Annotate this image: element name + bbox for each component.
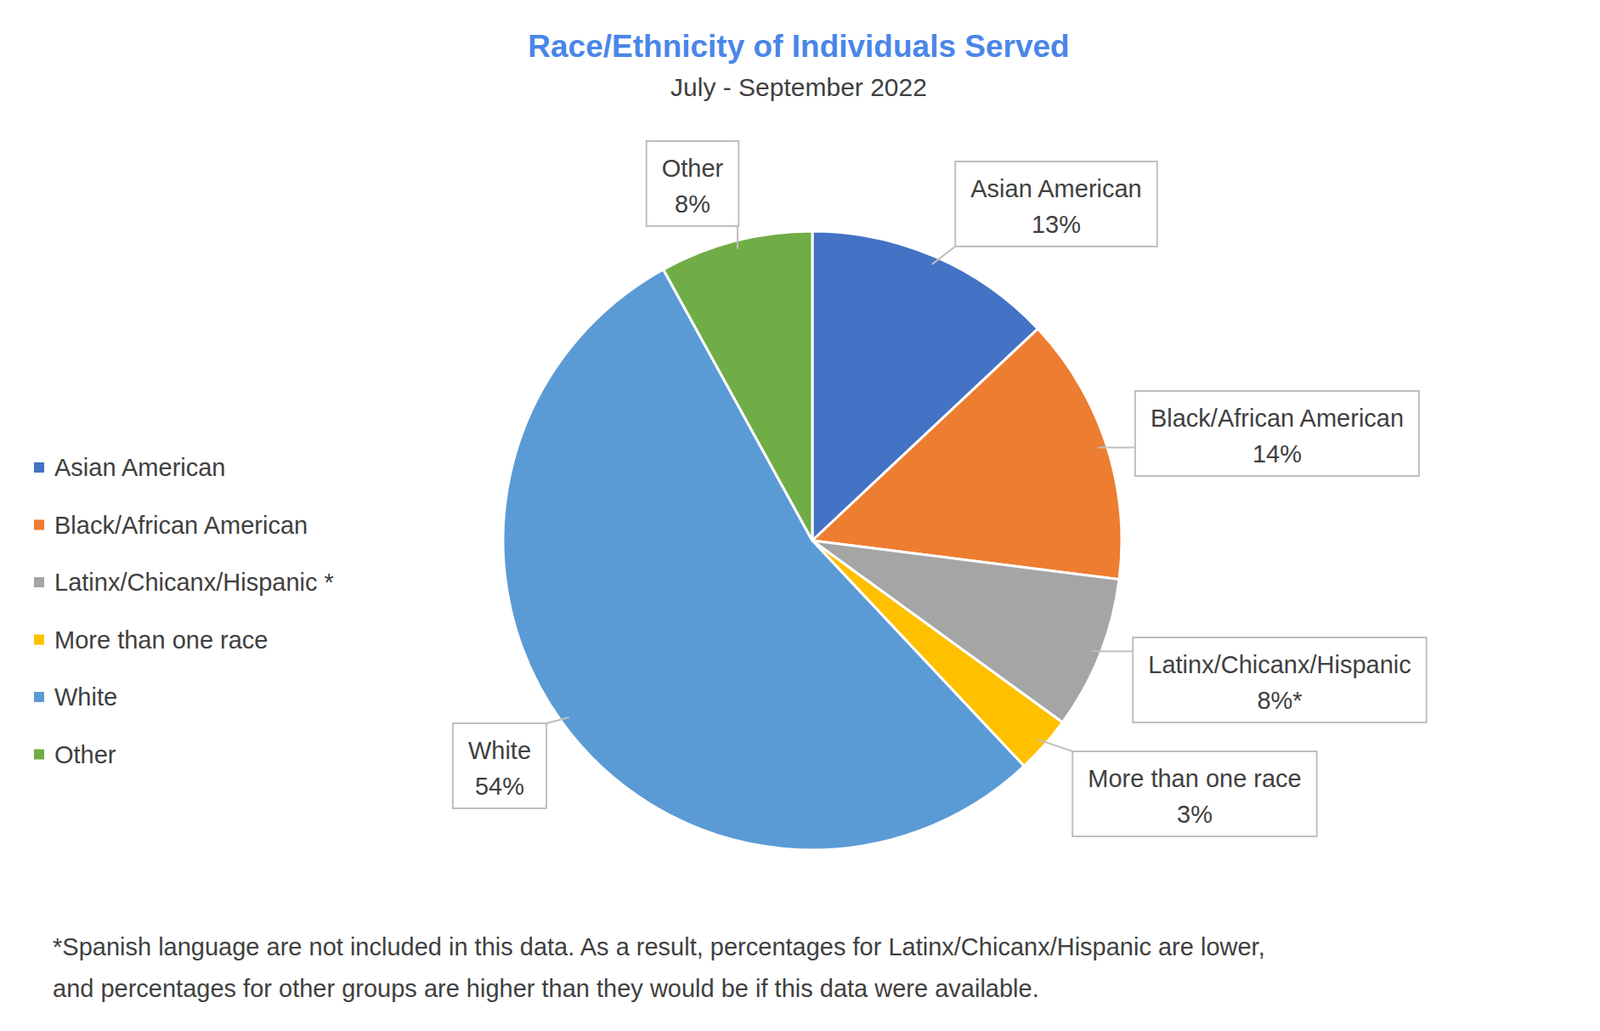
callout: More than one race 3% <box>1038 739 1318 837</box>
leader-line <box>546 717 570 724</box>
callout-box <box>955 161 1158 247</box>
footnote: and percentages for other groups are hig… <box>52 974 1040 1002</box>
data-label: 8%* <box>1256 686 1302 714</box>
legend: Asian American Black/African American Lati… <box>33 453 334 769</box>
callout-box <box>1132 637 1426 723</box>
subtitle: July - September 2022 <box>670 73 928 102</box>
callout-box <box>646 141 740 227</box>
legend-swatch <box>33 691 45 702</box>
pie-slice <box>812 328 1122 580</box>
data-label: 54% <box>474 772 525 800</box>
data-label: 8% <box>674 190 711 218</box>
legend-swatch <box>33 749 45 760</box>
legend-swatch <box>33 576 45 588</box>
chart: Race/Ethnicity of Individuals Served July… <box>0 0 1600 1031</box>
callout: Black/African American 14% <box>1098 390 1420 476</box>
legend-label: Other <box>54 740 117 769</box>
callout-box <box>452 723 547 809</box>
callout-box <box>1135 390 1420 476</box>
title: Race/Ethnicity of Individuals Served <box>527 28 1069 64</box>
data-label-category: Latinx/Chicanx/Hispanic <box>1147 650 1411 679</box>
legend-label: Latinx/Chicanx/Hispanic * <box>54 568 334 596</box>
leader-line <box>932 246 956 265</box>
data-label-category: Asian American <box>970 175 1143 203</box>
callout-box <box>1072 751 1317 837</box>
data-label-category: More than one race <box>1087 764 1301 792</box>
callout: Latinx/Chicanx/Hispanic 8%* <box>1091 637 1427 723</box>
pie-slice <box>663 231 813 541</box>
legend-label: White <box>54 683 118 711</box>
callout: Other 8% <box>646 141 740 249</box>
data-label: 14% <box>1252 440 1302 468</box>
data-labels: Asian American 13% Black/African American 1… <box>452 141 1427 837</box>
footnote: *Spanish language are not included in th… <box>52 932 1266 961</box>
callout: Asian American 13% <box>932 161 1158 265</box>
data-label-category: White <box>468 736 532 764</box>
callout: White 54% <box>452 717 570 809</box>
legend-label: Black/African American <box>54 511 308 539</box>
legend-label: Asian American <box>54 453 227 481</box>
data-label-category: Other <box>661 154 724 182</box>
legend-label: More than one race <box>54 626 268 654</box>
legend-swatch <box>33 462 45 473</box>
leader-line <box>1098 446 1136 449</box>
legend-swatch <box>33 520 45 531</box>
pie <box>503 231 1122 850</box>
data-label: 13% <box>1031 210 1081 238</box>
leader-line <box>736 226 739 249</box>
legend-swatch <box>33 634 45 645</box>
leader-line <box>1091 650 1133 652</box>
data-label: 3% <box>1176 800 1213 828</box>
data-label-category: Black/African American <box>1150 404 1404 432</box>
leader-line <box>1038 739 1074 752</box>
